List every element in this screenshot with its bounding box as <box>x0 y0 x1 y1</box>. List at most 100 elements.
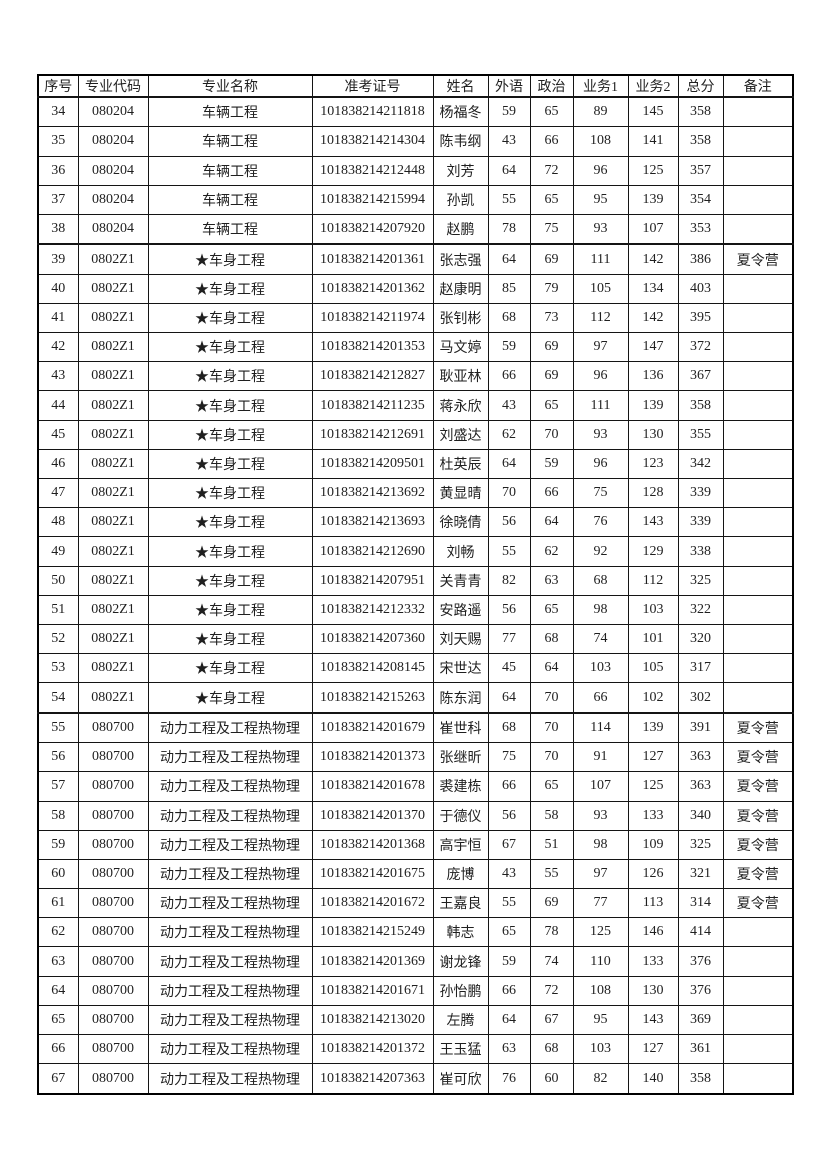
table-cell: 赵康明 <box>432 273 489 304</box>
table-cell: 55 <box>487 888 531 919</box>
table-cell <box>722 1034 794 1065</box>
table-cell: 67 <box>529 1004 574 1036</box>
table-row: 63 080700 动力工程及工程热物理 101838214201369 谢龙锋 59 74… <box>37 946 794 977</box>
table-cell: 杨福冬 <box>432 96 489 128</box>
table-row: 37 080204 车辆工程 101838214215994 孙凯 55 65 95 139 35… <box>37 184 794 215</box>
table-cell: 64 <box>529 507 574 538</box>
table-cell: 080204 <box>77 96 149 128</box>
table-cell: 动力工程及工程热物理 <box>147 742 313 773</box>
table-row: 45 0802Z1 ★车身工程 101838214212691 刘盛达 62 70 93 130… <box>37 419 794 450</box>
table-cell: 65 <box>529 594 574 625</box>
table-cell: 刘盛达 <box>432 419 489 450</box>
table-cell: 65 <box>529 96 574 128</box>
table-cell: 101838214212827 <box>311 361 434 392</box>
table-cell: 63 <box>529 565 574 596</box>
table-cell: 73 <box>529 302 574 334</box>
table-cell: 340 <box>677 800 724 831</box>
table-cell: 动力工程及工程热物理 <box>147 858 313 890</box>
table-cell: 56 <box>487 594 531 625</box>
table-cell: 357 <box>677 155 724 186</box>
table-cell: 314 <box>677 888 724 919</box>
table-cell: 动力工程及工程热物理 <box>147 888 313 919</box>
table-cell: 101838214215263 <box>311 682 434 714</box>
table-row: 54 0802Z1 ★车身工程 101838214215263 陈东润 64 70 66 102… <box>37 682 794 714</box>
column-header: 业务1 <box>572 74 629 98</box>
table-cell: 裘建栋 <box>432 771 489 802</box>
table-cell: 53 <box>37 653 79 684</box>
table-cell: 101838214214304 <box>311 126 434 157</box>
table-cell: 101838214201672 <box>311 888 434 919</box>
table-cell: 101838214211818 <box>311 96 434 128</box>
table-cell: 夏令营 <box>722 829 794 860</box>
table-cell: 142 <box>627 243 679 275</box>
table-cell: 52 <box>37 623 79 655</box>
table-cell: 98 <box>572 829 629 860</box>
table-cell: 79 <box>529 273 574 304</box>
table-cell: 黄显晴 <box>432 478 489 509</box>
table-cell: 361 <box>677 1034 724 1065</box>
table-cell: 101838214215994 <box>311 184 434 215</box>
table-cell: 147 <box>627 332 679 363</box>
column-header: 姓名 <box>432 74 489 98</box>
table-cell <box>722 273 794 304</box>
table-cell: ★车身工程 <box>147 243 313 275</box>
table-cell: 0802Z1 <box>77 419 149 450</box>
table-cell: 55 <box>487 184 531 215</box>
table-cell: 70 <box>529 742 574 773</box>
table-cell: 123 <box>627 448 679 480</box>
table-cell: 101838214212448 <box>311 155 434 186</box>
table-cell <box>722 184 794 215</box>
table-cell: 69 <box>529 361 574 392</box>
table-cell: 65 <box>487 917 531 948</box>
table-cell: 动力工程及工程热物理 <box>147 711 313 744</box>
table-cell: 133 <box>627 946 679 977</box>
table-row: 60 080700 动力工程及工程热物理 101838214201675 庞博 43 55 9… <box>37 858 794 890</box>
table-cell: 358 <box>677 390 724 421</box>
table-cell: 101 <box>627 623 679 655</box>
table-cell: 高宇恒 <box>432 829 489 860</box>
table-cell: 59 <box>487 332 531 363</box>
table-cell: 141 <box>627 126 679 157</box>
table-cell: 于德仪 <box>432 800 489 831</box>
table-cell: 66 <box>487 771 531 802</box>
table-cell: 338 <box>677 536 724 567</box>
table-row: 50 0802Z1 ★车身工程 101838214207951 关青青 82 63 68 112… <box>37 565 794 596</box>
table-cell: 0802Z1 <box>77 507 149 538</box>
table-cell: 0802Z1 <box>77 623 149 655</box>
table-cell: 车辆工程 <box>147 213 313 245</box>
table-cell: 51 <box>37 594 79 625</box>
table-row: 65 080700 动力工程及工程热物理 101838214213020 左腾 64 67 9… <box>37 1004 794 1036</box>
table-cell: 78 <box>487 213 531 245</box>
table-cell: 51 <box>529 829 574 860</box>
table-row: 41 0802Z1 ★车身工程 101838214211974 张钊彬 68 73 112 14… <box>37 302 794 334</box>
table-cell: 101838214201675 <box>311 858 434 890</box>
table-cell: 孙怡鹏 <box>432 975 489 1006</box>
table-cell: 车辆工程 <box>147 126 313 157</box>
table-cell: 358 <box>677 126 724 157</box>
table-cell: 夏令营 <box>722 858 794 890</box>
table-cell: 342 <box>677 448 724 480</box>
table-cell: 127 <box>627 1034 679 1065</box>
table-cell: 376 <box>677 975 724 1006</box>
table-cell: 376 <box>677 946 724 977</box>
table-cell: 82 <box>487 565 531 596</box>
table-cell: 101838214211235 <box>311 390 434 421</box>
table-cell: 安路遥 <box>432 594 489 625</box>
table-row: 40 0802Z1 ★车身工程 101838214201362 赵康明 85 79 105 13… <box>37 273 794 304</box>
column-header: 总分 <box>677 74 724 98</box>
table-cell <box>722 653 794 684</box>
table-cell: 45 <box>487 653 531 684</box>
table-cell: 动力工程及工程热物理 <box>147 1004 313 1036</box>
table-cell: 353 <box>677 213 724 245</box>
table-row: 59 080700 动力工程及工程热物理 101838214201368 高宇恒 67 51… <box>37 829 794 860</box>
table-row: 42 0802Z1 ★车身工程 101838214201353 马文婷 59 69 97 147… <box>37 332 794 363</box>
table-cell <box>722 682 794 714</box>
table-row: 48 0802Z1 ★车身工程 101838214213693 徐晓倩 56 64 76 143… <box>37 507 794 538</box>
table-cell: 129 <box>627 536 679 567</box>
table-cell: 111 <box>572 243 629 275</box>
table-row: 47 0802Z1 ★车身工程 101838214213692 黄显晴 70 66 75 128… <box>37 478 794 509</box>
table-cell: 35 <box>37 126 79 157</box>
table-cell: 98 <box>572 594 629 625</box>
table-cell: 0802Z1 <box>77 302 149 334</box>
table-cell: 66 <box>487 361 531 392</box>
